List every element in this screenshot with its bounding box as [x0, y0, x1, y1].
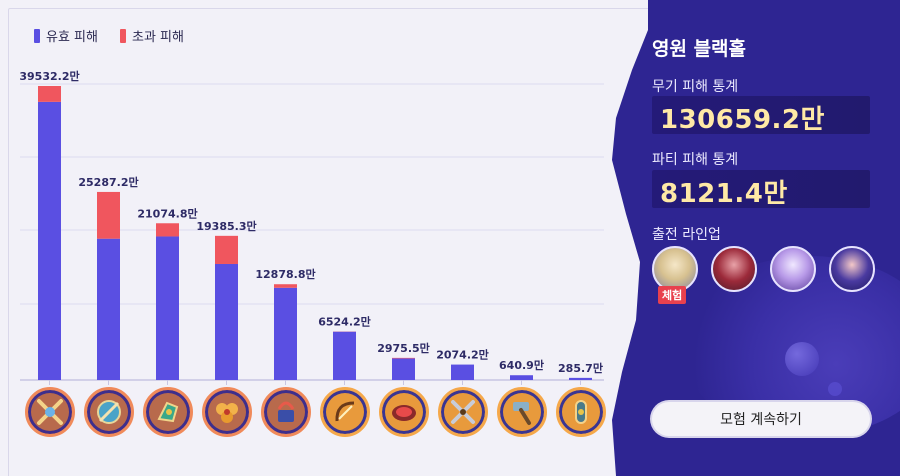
bar-value-label: 2975.5만: [377, 341, 430, 355]
bar-effective: [333, 331, 356, 380]
bar-effective: [569, 377, 592, 380]
bar-value-label: 19385.3만: [196, 219, 256, 233]
claw-gauntlet-icon[interactable]: [142, 387, 193, 437]
bar-effective: [392, 358, 415, 380]
chart-legend: 유효 피해 초과 피해: [34, 26, 184, 45]
bar-value-label: 25287.2만: [78, 175, 138, 189]
weapon-icon-row: [20, 387, 620, 443]
effective-swatch: [34, 28, 40, 43]
stage-title: 영원 블랙홀: [652, 38, 747, 60]
bar-overflow: [215, 235, 238, 264]
ruby-disc-icon[interactable]: [378, 387, 429, 437]
bar-value-label: 2074.2만: [436, 348, 489, 362]
legend-effective: 유효 피해: [34, 26, 98, 45]
lineup-avatar-4[interactable]: [829, 246, 875, 292]
crossed-blades-icon[interactable]: [24, 387, 75, 437]
bar-effective: [156, 236, 179, 380]
bar-effective: [97, 238, 120, 380]
weapon-damage-box: 130659.2만: [652, 96, 870, 135]
bar-effective: [510, 375, 533, 380]
amulet-icon[interactable]: [555, 387, 606, 437]
bar-effective: [451, 364, 474, 380]
bar-effective: [274, 287, 297, 380]
legend-effective-label: 유효 피해: [46, 30, 98, 45]
weapon-damage-value: 130659.2만: [660, 105, 825, 135]
party-damage-box: 8121.4만: [652, 170, 870, 209]
compass-disc-icon[interactable]: [83, 387, 134, 437]
party-damage-value: 8121.4만: [660, 179, 788, 209]
background-orb-small: [828, 382, 842, 396]
bar-value-label: 640.9만: [499, 358, 544, 372]
bar-value-label: 39532.2만: [19, 69, 79, 83]
party-damage-label: 파티 피해 통계: [652, 152, 739, 168]
bar-effective: [38, 101, 61, 380]
legend-overflow: 초과 피해: [119, 26, 184, 45]
bar-value-label: 12878.8만: [255, 267, 315, 281]
bar-overflow: [38, 86, 61, 102]
overflow-swatch: [119, 28, 126, 43]
lineup-label: 출전 라인업: [652, 227, 721, 243]
crossed-swords-icon[interactable]: [437, 387, 488, 437]
lineup-avatar-3[interactable]: [770, 246, 816, 292]
bar-overflow: [156, 223, 179, 237]
background-orb: [785, 342, 819, 376]
bar-value-label: 285.7만: [558, 361, 603, 375]
bar-effective: [215, 263, 238, 380]
lineup-avatar-2[interactable]: [711, 246, 757, 292]
hammer-icon[interactable]: [496, 387, 547, 437]
bar-value-label: 6524.2만: [318, 314, 371, 328]
trial-badge: 체험: [658, 286, 687, 304]
weapon-damage-label: 무기 피해 통계: [652, 79, 739, 95]
stats-panel: 영원 블랙홀 무기 피해 통계 130659.2만 파티 피해 통계 8121.…: [650, 0, 900, 476]
legend-overflow-label: 초과 피해: [131, 30, 184, 45]
golden-bow-icon[interactable]: [319, 387, 370, 437]
flower-fan-icon[interactable]: [201, 387, 252, 437]
bow-chest-icon[interactable]: [260, 387, 311, 437]
lineup-avatars: [652, 246, 875, 292]
bar-overflow: [274, 284, 297, 288]
continue-adventure-button[interactable]: 모험 계속하기: [652, 402, 870, 436]
bar-overflow: [97, 191, 120, 239]
bar-overflow: [392, 357, 415, 359]
bar-value-label: 21074.8만: [137, 206, 197, 220]
